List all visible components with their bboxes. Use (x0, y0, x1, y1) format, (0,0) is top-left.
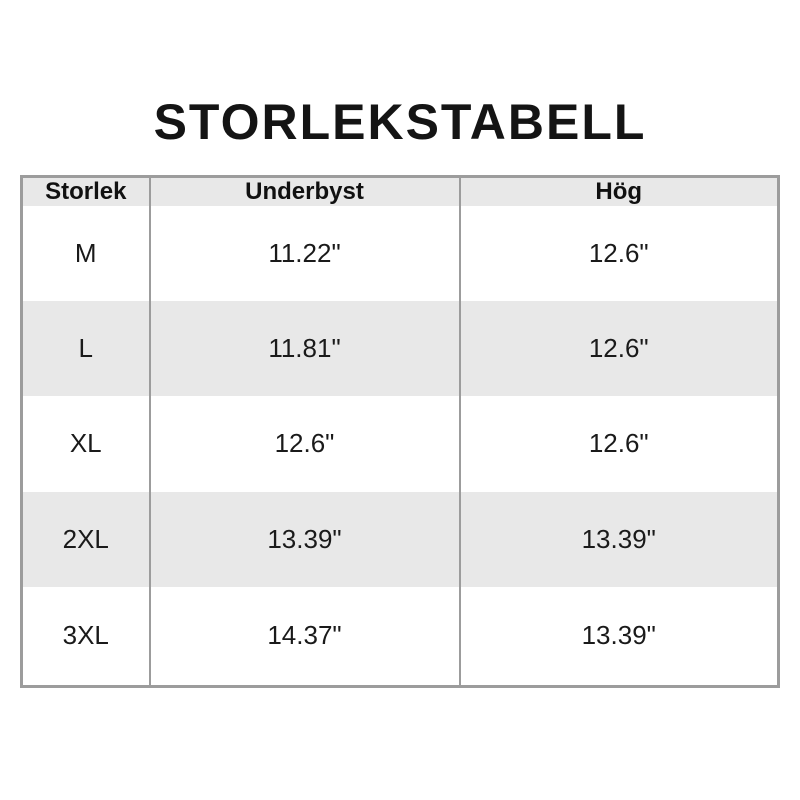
table-cell: XL (69, 428, 102, 459)
page-title: STORLEKSTABELL (153, 94, 647, 150)
table-cell: 13.39" (148, 491, 460, 587)
table-cell: 12.6" (458, 206, 779, 302)
table-cell: L (78, 333, 93, 364)
table-cell: 12.6" (458, 396, 779, 492)
table-header-row: Storlek Underbyst Hög (21, 176, 779, 206)
table-cell: M (74, 238, 97, 269)
table-cell: 12.6" (148, 396, 460, 492)
column-header-underbyst: Underbyst (148, 176, 460, 206)
table-cell: 14.37" (148, 586, 460, 687)
table-cell: 2XL (62, 523, 109, 554)
table-cell: 13.39" (458, 586, 779, 687)
table-row: XL 12.6" 12.6" (22, 396, 779, 492)
table-cell: 11.22" (148, 206, 460, 302)
table-row: 2XL 13.39" 13.39" (21, 491, 779, 587)
table-cell: 11.81" (148, 301, 460, 397)
table-cell: 13.39" (458, 491, 779, 587)
column-header-storlek: Storlek (45, 178, 127, 205)
table-row: L 11.81" 12.6" (21, 301, 779, 397)
table-row: M 11.22" 12.6" (22, 206, 779, 302)
table-cell: 12.6" (458, 301, 779, 397)
column-header-hog: Hög (458, 176, 779, 206)
table-cell: 3XL (62, 620, 109, 651)
size-table: Storlek Underbyst Hög M 11.22" 12.6" L 11.81… (20, 175, 780, 688)
table-row: 3XL 14.37" 13.39" (22, 586, 779, 687)
size-table-body: M 11.22" 12.6" L 11.81" 12.6" XL 12.6" 12.6" 2XL 1… (21, 206, 779, 687)
